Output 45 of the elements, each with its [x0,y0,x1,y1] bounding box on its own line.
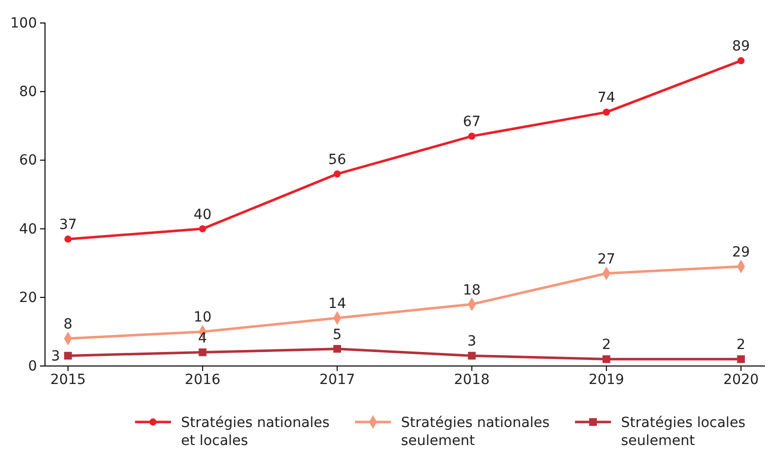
data-label: 4 [198,330,208,346]
legend-label: Stratégies nationales seulement [401,415,550,449]
x-tick-label: 2016 [184,372,220,388]
x-tick-label: 2019 [588,372,624,388]
point [333,344,342,353]
legend-label: Stratégies locales seulement [621,415,746,449]
point [198,348,206,356]
x-tick-label: 2018 [454,372,490,388]
point [199,225,206,232]
data-label: 74 [597,90,616,106]
data-label: 5 [332,326,342,343]
data-label: 14 [328,296,346,312]
legend-label: Stratégies nationales et locales [181,415,330,449]
data-label: 8 [64,316,72,333]
y-tick-label: 40 [19,221,37,238]
y-tick-label: 80 [19,84,37,100]
point [468,132,476,140]
data-label: 10 [194,310,212,326]
data-label: 40 [194,206,212,223]
point [334,170,341,178]
x-tick-label: 2017 [319,372,356,388]
y-tick-label: 100 [10,15,37,32]
point [64,236,72,243]
data-label: 18 [462,282,481,298]
data-label: 56 [328,152,346,168]
point [602,108,610,116]
point [737,355,745,364]
y-tick-label: 60 [19,152,37,169]
data-label: 2 [736,337,746,354]
data-label: 27 [597,251,616,268]
data-label: 89 [732,38,750,55]
data-label: 3 [51,348,60,365]
data-label: 37 [59,217,77,234]
data-label: 29 [732,244,750,261]
point [64,352,72,360]
x-tick-label: 2015 [50,372,86,388]
y-tick-label: 0 [28,358,37,374]
data-label: 67 [462,114,481,130]
data-label: 2 [602,337,611,354]
point [737,57,745,64]
x-tick-label: 2020 [723,372,759,388]
y-tick-label: 20 [19,290,37,306]
point [468,352,476,360]
data-label: 3 [467,334,476,350]
point [602,355,610,364]
